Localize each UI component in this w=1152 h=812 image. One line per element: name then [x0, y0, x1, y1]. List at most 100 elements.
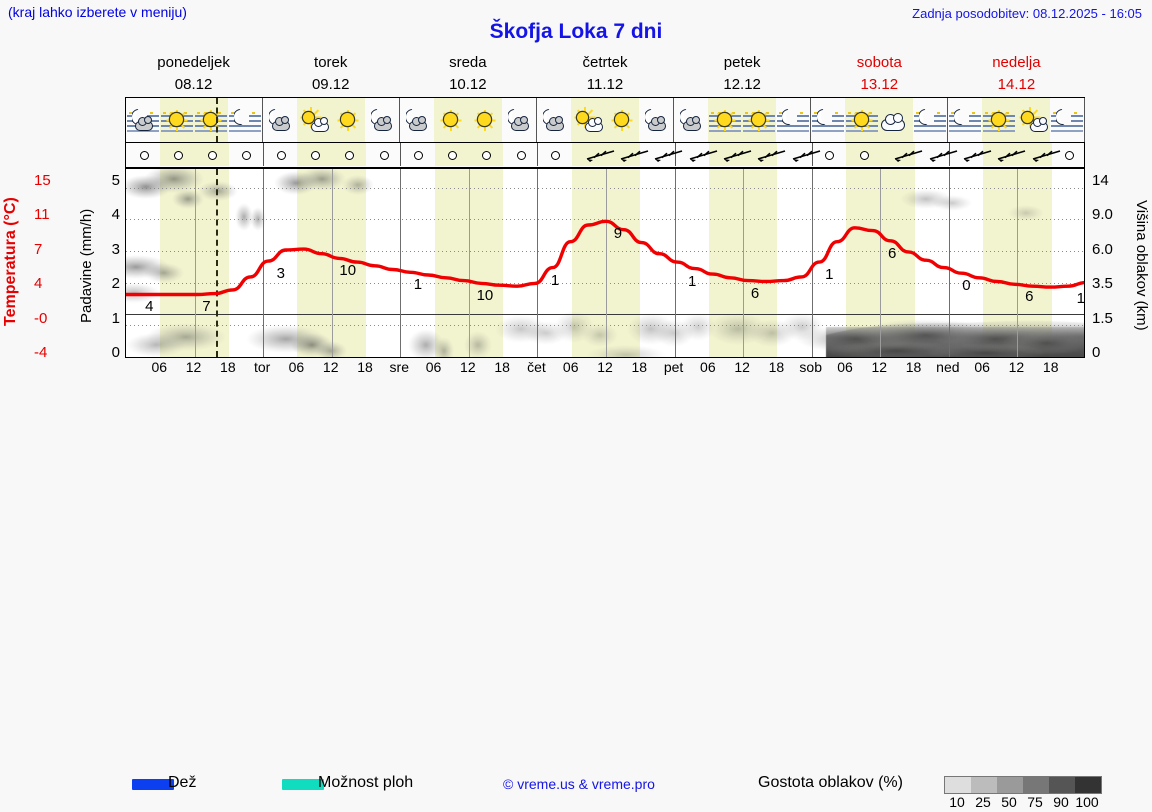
cloud-density-ramp-step-1 [971, 777, 997, 793]
v-gridline [331, 169, 333, 357]
cloud-density-ramp-step-3 [1023, 777, 1049, 793]
wind-cell-2 [195, 143, 229, 166]
temp-value-label: 9 [613, 225, 623, 243]
cloud-density-tick-1: 25 [975, 794, 991, 810]
wind-cell-1 [160, 143, 194, 166]
x-axis-label-21: 12 [871, 359, 888, 375]
day-date: 14.12 [997, 75, 1036, 93]
weather-icon-sun [468, 105, 502, 135]
page-title: Škofja Loka 7 dni [489, 20, 663, 43]
day-header-6: nedelja 14.12 [948, 52, 1085, 96]
day-header-1: torek 09.12 [262, 52, 399, 96]
icon-cell-0-0 [126, 98, 160, 142]
weather-icon-sun-fog [845, 105, 879, 135]
wind-day-separator [674, 143, 676, 166]
temp-value-label: 0 [962, 277, 971, 295]
now-marker-icons [215, 98, 218, 142]
wind-calm-icon [516, 151, 526, 160]
wind-calm-icon [448, 151, 458, 160]
showers-legend-label: Možnost ploh [318, 774, 414, 791]
day-date: 11.12 [586, 75, 624, 93]
moon-icon [1056, 109, 1071, 125]
wind-calm-icon [345, 151, 355, 160]
wind-calm-icon [208, 151, 218, 160]
wind-barb-icon [689, 149, 717, 162]
wind-barb-icon [723, 149, 752, 162]
wind-calm-icon [1065, 151, 1075, 160]
cloud-density-tick-0: 10 [949, 794, 965, 810]
wind-cell-21 [846, 143, 880, 166]
icon-cell-4-2 [742, 98, 776, 142]
icon-cell-6-0 [948, 98, 982, 142]
x-axis-label-0: 06 [151, 359, 168, 375]
icon-cell-5-3 [913, 98, 947, 142]
icon-cell-0-2 [194, 98, 228, 142]
precipitation-tick-5: 0 [111, 344, 120, 361]
weather-icon-sun-cloud-white [1016, 105, 1050, 135]
wind-daytime-band [160, 143, 229, 166]
temperature-tick-1: 11 [34, 206, 50, 224]
wind-day-separator [263, 143, 265, 166]
wind-cell-25 [983, 143, 1026, 166]
weather-icon-sun [331, 105, 365, 135]
chart-legend: Dež Možnost ploh © vreme.us & vreme.pro … [0, 386, 1152, 810]
weather-icon-sun [605, 105, 639, 135]
wind-cell-27 [1052, 143, 1086, 166]
weather-icon-moon-cloud [502, 105, 536, 135]
wind-cell-3 [229, 143, 263, 166]
cloud-density-ramp-step-4 [1049, 777, 1075, 793]
cloud-density-ramp-labels: 10 25 50 75 90 100 [944, 794, 1100, 812]
wind-cell-11 [503, 143, 537, 166]
temp-value-label: 10 [339, 262, 357, 280]
x-axis-label-7: sre [389, 359, 410, 375]
weather-icon-sun-fog [160, 105, 194, 135]
h-gridline-0 [126, 188, 1084, 189]
wind-barb-icon [620, 149, 649, 162]
wind-cell-6 [332, 143, 366, 166]
icon-cell-2-0 [400, 98, 434, 142]
temp-value-label: 4 [145, 298, 154, 316]
x-axis-label-14: 18 [631, 359, 648, 375]
wind-day-separator [400, 143, 402, 166]
wind-daytime-band [297, 143, 366, 166]
h-gridline-5 [126, 324, 1084, 326]
x-axis-label-4: 06 [288, 359, 305, 375]
icon-day-5 [811, 98, 948, 142]
wind-cell-18 [743, 143, 786, 166]
x-axis-label-22: 18 [905, 359, 922, 375]
icon-cell-1-2 [331, 98, 365, 142]
weather-icon-moon-fog [913, 105, 947, 135]
moon-icon [782, 109, 797, 125]
location-menu-note: (kraj lahko izberete v meniju) [8, 4, 187, 20]
temp-value-label: 6 [750, 284, 760, 302]
moon-icon [817, 109, 832, 125]
temp-value-label: 1 [413, 276, 423, 294]
x-axis-label-24: 06 [974, 359, 990, 375]
cloud-density-ramp-step-0 [945, 777, 971, 793]
x-axis-label-3: tor [253, 359, 271, 375]
weather-icon-moon-fog [1050, 105, 1084, 135]
x-axis-label-1: 12 [185, 359, 202, 375]
day-header-strip: ponedeljek 08.12 torek 09.12 sreda 10.12 četrt… [125, 52, 1085, 96]
wind-cell-16 [675, 143, 717, 166]
day-name: sreda [449, 54, 487, 71]
icon-cell-3-0 [537, 98, 571, 142]
day-date: 08.12 [174, 75, 213, 93]
wind-day-separator [948, 143, 950, 166]
day-header-3: četrtek 11.12 [536, 52, 673, 96]
x-axis-label-16: 06 [700, 359, 716, 375]
cloud-icon [374, 116, 392, 131]
icon-day-0 [126, 98, 263, 142]
v-gridline [1017, 169, 1019, 357]
day-header-4: petek 12.12 [674, 52, 811, 96]
icon-cell-5-2 [879, 98, 913, 142]
cloud-height-tick-1: 9.0 [1092, 206, 1113, 224]
wind-barb-icon [997, 149, 1026, 162]
icon-cell-0-1 [160, 98, 194, 142]
cloud-density-legend-title: Gostota oblakov (%) [758, 774, 903, 791]
cloud-icon [135, 116, 153, 131]
wind-daytime-band [434, 143, 504, 166]
cloud-icon [311, 117, 329, 132]
wind-cell-13 [572, 143, 615, 166]
wind-calm-icon [825, 151, 835, 160]
